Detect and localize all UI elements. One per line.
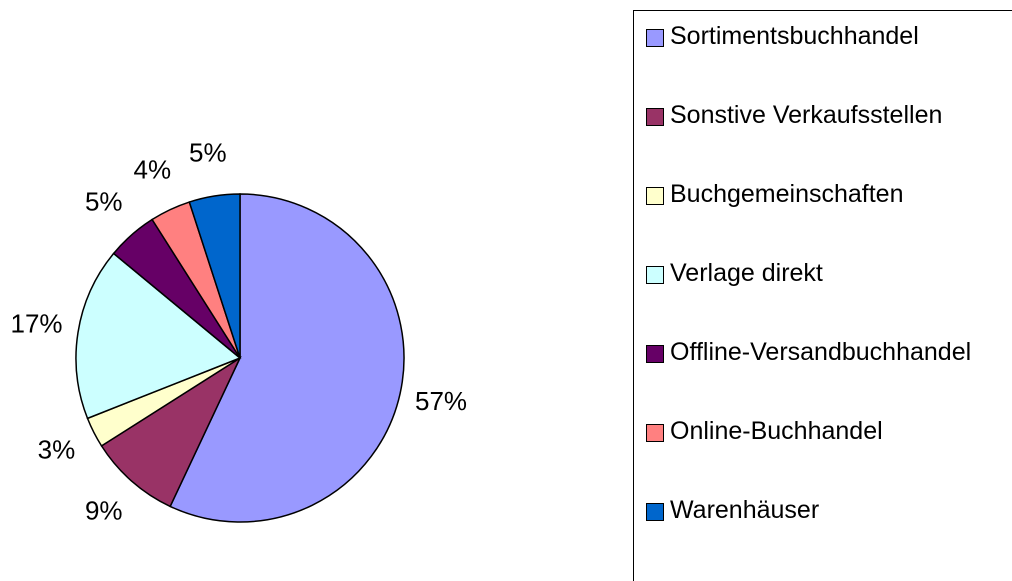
legend-label: Sonstive Verkaufsstellen (670, 101, 943, 129)
legend-entry: Buchgemeinschaften (646, 179, 976, 210)
data-label: 9% (85, 495, 123, 525)
legend-entry: Verlage direkt (646, 258, 976, 289)
legend-label: Warenhäuser (670, 496, 820, 524)
legend-swatch (646, 345, 664, 363)
data-label: 4% (134, 154, 172, 184)
legend-swatch (646, 266, 664, 284)
pie-slice (75, 252, 242, 420)
legend-swatch (646, 29, 664, 47)
pie-slice (169, 193, 405, 523)
data-label: 57% (415, 386, 467, 416)
legend: Sortimentsbuchhandel Sonstive Verkaufsste… (633, 10, 1012, 581)
legend-label: Sortimentsbuchhandel (670, 22, 919, 50)
legend-swatch (646, 187, 664, 205)
pie-slice (100, 355, 242, 508)
legend-entry: Online-Buchhandel (646, 416, 976, 447)
data-label: 5% (85, 186, 123, 216)
legend-swatch (646, 503, 664, 521)
data-label: 3% (38, 434, 76, 464)
legend-label: Offline-Versandbuchhandel (670, 338, 972, 366)
legend-entry: Warenhäuser (646, 495, 976, 526)
legend-entry: Offline-Versandbuchhandel (646, 337, 976, 368)
legend-swatch (646, 424, 664, 442)
legend-entry: Sonstive Verkaufsstellen (646, 100, 976, 131)
data-label: 5% (189, 137, 227, 167)
pie-slice (188, 193, 241, 359)
legend-entry: Sortimentsbuchhandel (646, 21, 976, 52)
legend-swatch (646, 108, 664, 126)
legend-label: Online-Buchhandel (670, 417, 883, 445)
legend-label: Verlage direkt (670, 259, 823, 287)
legend-label: Buchgemeinschaften (670, 180, 904, 208)
data-label: 17% (11, 309, 63, 339)
